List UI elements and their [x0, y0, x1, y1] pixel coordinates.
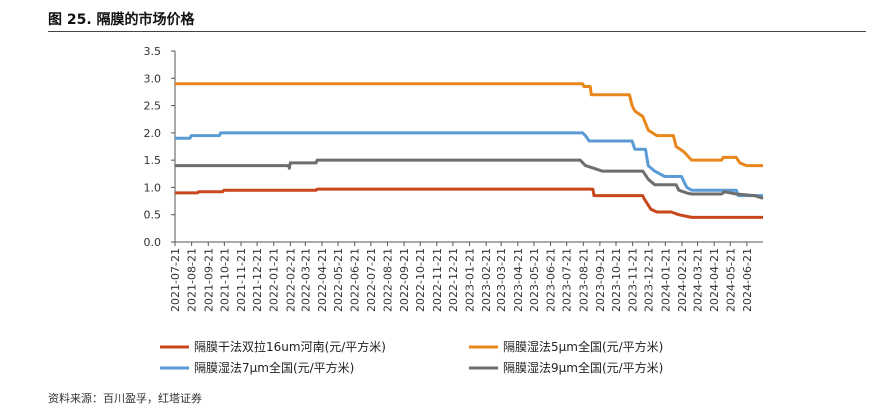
y-tick-label: 3.5	[144, 45, 162, 58]
y-axis: 0.0 0.5 1.0 1.5 2.0 2.5 3.0 3.5	[144, 45, 176, 249]
x-tick-label: 2022-04-21	[316, 248, 329, 312]
price-line-chart: 0.00.51.01.52.02.53.03.5 2021-07-21 2021-…	[144, 45, 764, 375]
x-tick-label: 2023-10-21	[610, 248, 623, 312]
legend: 隔膜干法双拉16um河南(元/平方米) 隔膜湿法5μm全国(元/平方米) 隔膜湿法7…	[160, 339, 663, 375]
x-tick-label: 2023-07-21	[561, 248, 574, 312]
x-tick-label: 2023-01-21	[464, 248, 477, 312]
x-tick-label: 2021-08-21	[186, 248, 199, 312]
x-tick-label: 2021-12-21	[251, 248, 264, 312]
x-tick-label: 2022-08-21	[381, 248, 394, 312]
x-tick-label: 2022-10-21	[414, 248, 427, 312]
x-tick-label: 2024-01-21	[659, 248, 672, 312]
x-tick-label: 2023-05-21	[528, 248, 541, 312]
x-tick-label: 2022-07-21	[365, 248, 378, 312]
legend-label-3: 隔膜湿法7μm全国(元/平方米)	[194, 360, 354, 375]
x-tick-label: 2024-05-21	[724, 248, 737, 312]
x-tick-label: 2021-07-21	[169, 248, 182, 312]
y-tick-label: 1.0	[144, 181, 162, 194]
x-tick-label: 2024-06-21	[741, 248, 754, 312]
series-line-2	[175, 82, 763, 168]
x-tick-label: 2023-12-21	[643, 248, 656, 312]
x-tick-label: 2022-11-21	[431, 248, 444, 312]
y-tick-label: 3.0	[144, 72, 162, 85]
legend-label-4: 隔膜湿法9μm全国(元/平方米)	[503, 360, 663, 375]
legend-label-1: 隔膜干法双拉16um河南(元/平方米)	[194, 339, 386, 354]
x-axis: 2021-07-21 2021-08-21 2021-09-21 2021-10-21…	[169, 241, 763, 312]
series-line-3	[175, 131, 763, 198]
y-tick-label: 2.0	[144, 127, 162, 140]
source-note: 资料来源：百川盈孚，红塔证券	[48, 392, 202, 405]
y-tick-label: 2.5	[144, 100, 162, 113]
legend-label-2: 隔膜湿法5μm全国(元/平方米)	[503, 339, 663, 354]
y-tick-label: 0.0	[144, 236, 162, 249]
x-tick-label: 2023-06-21	[545, 248, 558, 312]
x-tick-label: 2021-11-21	[235, 248, 248, 312]
x-tick-label: 2024-02-21	[676, 248, 689, 312]
x-tick-label: 2023-09-21	[594, 248, 607, 312]
x-tick-label: 2022-01-21	[268, 248, 281, 312]
y-tick-label: 1.5	[144, 154, 162, 167]
x-tick-label: 2023-11-21	[627, 248, 640, 312]
x-tick-label: 2022-02-21	[284, 248, 297, 312]
x-tick-label: 2021-09-21	[202, 248, 215, 312]
x-tick-label: 2023-04-21	[512, 248, 525, 312]
x-tick-label: 2022-12-21	[447, 248, 460, 312]
x-tick-label: 2021-10-21	[218, 248, 231, 312]
series-line-4	[175, 158, 764, 200]
series-line-1	[175, 187, 763, 219]
figure-title: 图 25. 隔膜的市场价格	[48, 12, 195, 28]
x-tick-label: 2024-03-21	[692, 248, 705, 312]
y-tick-label: 0.5	[144, 209, 162, 222]
x-tick-label: 2022-06-21	[349, 248, 362, 312]
x-tick-label: 2023-03-21	[495, 248, 508, 312]
x-tick-label: 2024-04-21	[708, 248, 721, 312]
x-tick-label: 2022-09-21	[398, 248, 411, 312]
series-layer	[175, 82, 764, 219]
x-tick-label: 2022-05-21	[332, 248, 345, 312]
x-tick-label: 2023-08-21	[577, 248, 590, 312]
x-tick-label: 2022-03-21	[299, 248, 312, 312]
title-rule	[48, 31, 866, 32]
x-tick-label: 2023-02-21	[480, 248, 493, 312]
